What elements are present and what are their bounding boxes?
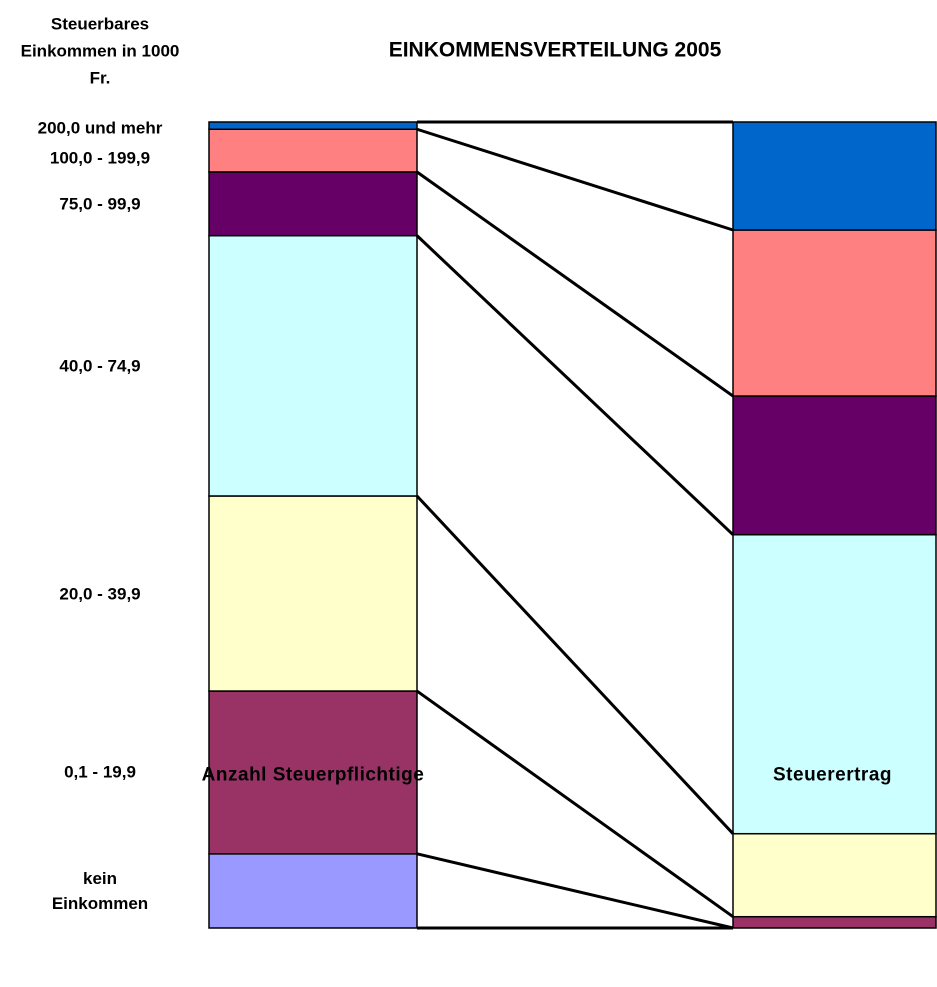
chart-title: EINKOMMENSVERTEILUNG 2005 [388, 38, 722, 62]
connector [416, 127, 734, 232]
legend-label: kein Einkommen [51, 868, 149, 913]
legend-label: 20,0 - 39,9 [59, 584, 141, 603]
bar-segment [208, 234, 418, 497]
legend-label: 75,0 - 99,9 [59, 194, 141, 214]
connector [416, 689, 734, 918]
x-tick-label: Steuerertrag [773, 764, 892, 786]
connector [416, 170, 734, 398]
bar-segment [732, 229, 937, 397]
bar-segment [208, 495, 418, 692]
connector [416, 852, 734, 930]
bar-segment [732, 533, 937, 835]
x-tick-label: Anzahl Steuerpflichtige [201, 764, 425, 786]
legend-label: 40,0 - 74,9 [59, 356, 141, 376]
bar-segment [208, 121, 418, 131]
legend-title: Steuerbares Einkommen in 1000 Fr. [20, 14, 180, 88]
connector [415, 234, 735, 536]
bar-segment [208, 171, 418, 237]
bar-segment [732, 915, 937, 929]
legend-label: 100,0 - 199,9 [49, 148, 151, 168]
connector [415, 494, 735, 835]
legend-label: 200,0 und mehr [37, 118, 163, 138]
bar-segment [208, 690, 418, 855]
bar-segment [208, 128, 418, 173]
bar-segment [732, 395, 937, 536]
bar-segment [208, 853, 418, 929]
bar-segment [732, 121, 937, 231]
bar-segment [732, 832, 937, 918]
legend-label: 0,1 - 19,9 [64, 762, 136, 782]
